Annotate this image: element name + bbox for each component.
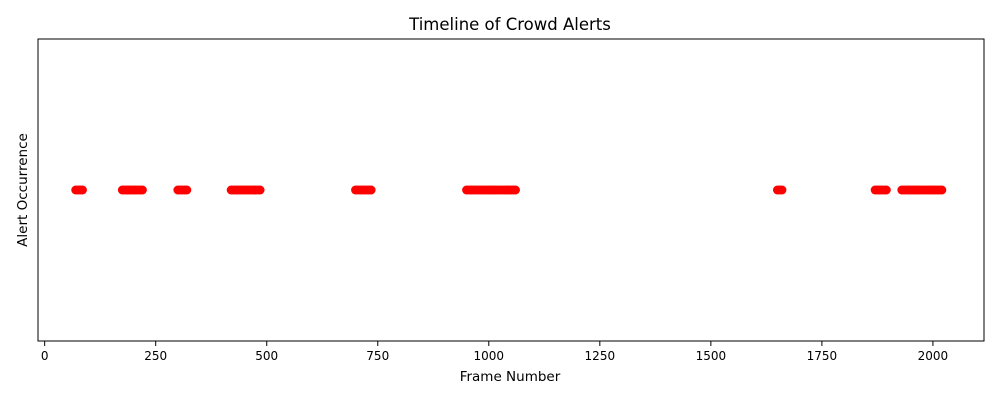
plot-area-frame <box>37 38 985 342</box>
data-point <box>777 185 787 195</box>
x-axis-label: Frame Number <box>460 369 561 385</box>
x-tick-label: 1000 <box>474 349 505 363</box>
data-point <box>366 185 376 195</box>
data-point <box>137 185 147 195</box>
data-point <box>510 185 520 195</box>
x-tick-label: 750 <box>366 349 389 363</box>
data-points <box>71 185 947 195</box>
x-tick-label: 500 <box>255 349 278 363</box>
data-point <box>182 185 192 195</box>
x-tick-label: 1750 <box>807 349 838 363</box>
data-point <box>881 185 891 195</box>
x-axis-ticks: 0 250 500 750 1000 1250 1500 1750 2000 <box>41 341 948 363</box>
data-point <box>77 185 87 195</box>
x-tick-label: 0 <box>41 349 49 363</box>
x-tick-label: 1500 <box>696 349 727 363</box>
x-tick-label: 2000 <box>918 349 949 363</box>
data-point <box>937 185 947 195</box>
x-tick-label: 250 <box>144 349 167 363</box>
y-axis-label: Alert Occurrence <box>15 133 31 247</box>
chart-title: Timeline of Crowd Alerts <box>408 15 611 34</box>
x-tick-label: 1250 <box>585 349 616 363</box>
data-point <box>255 185 265 195</box>
